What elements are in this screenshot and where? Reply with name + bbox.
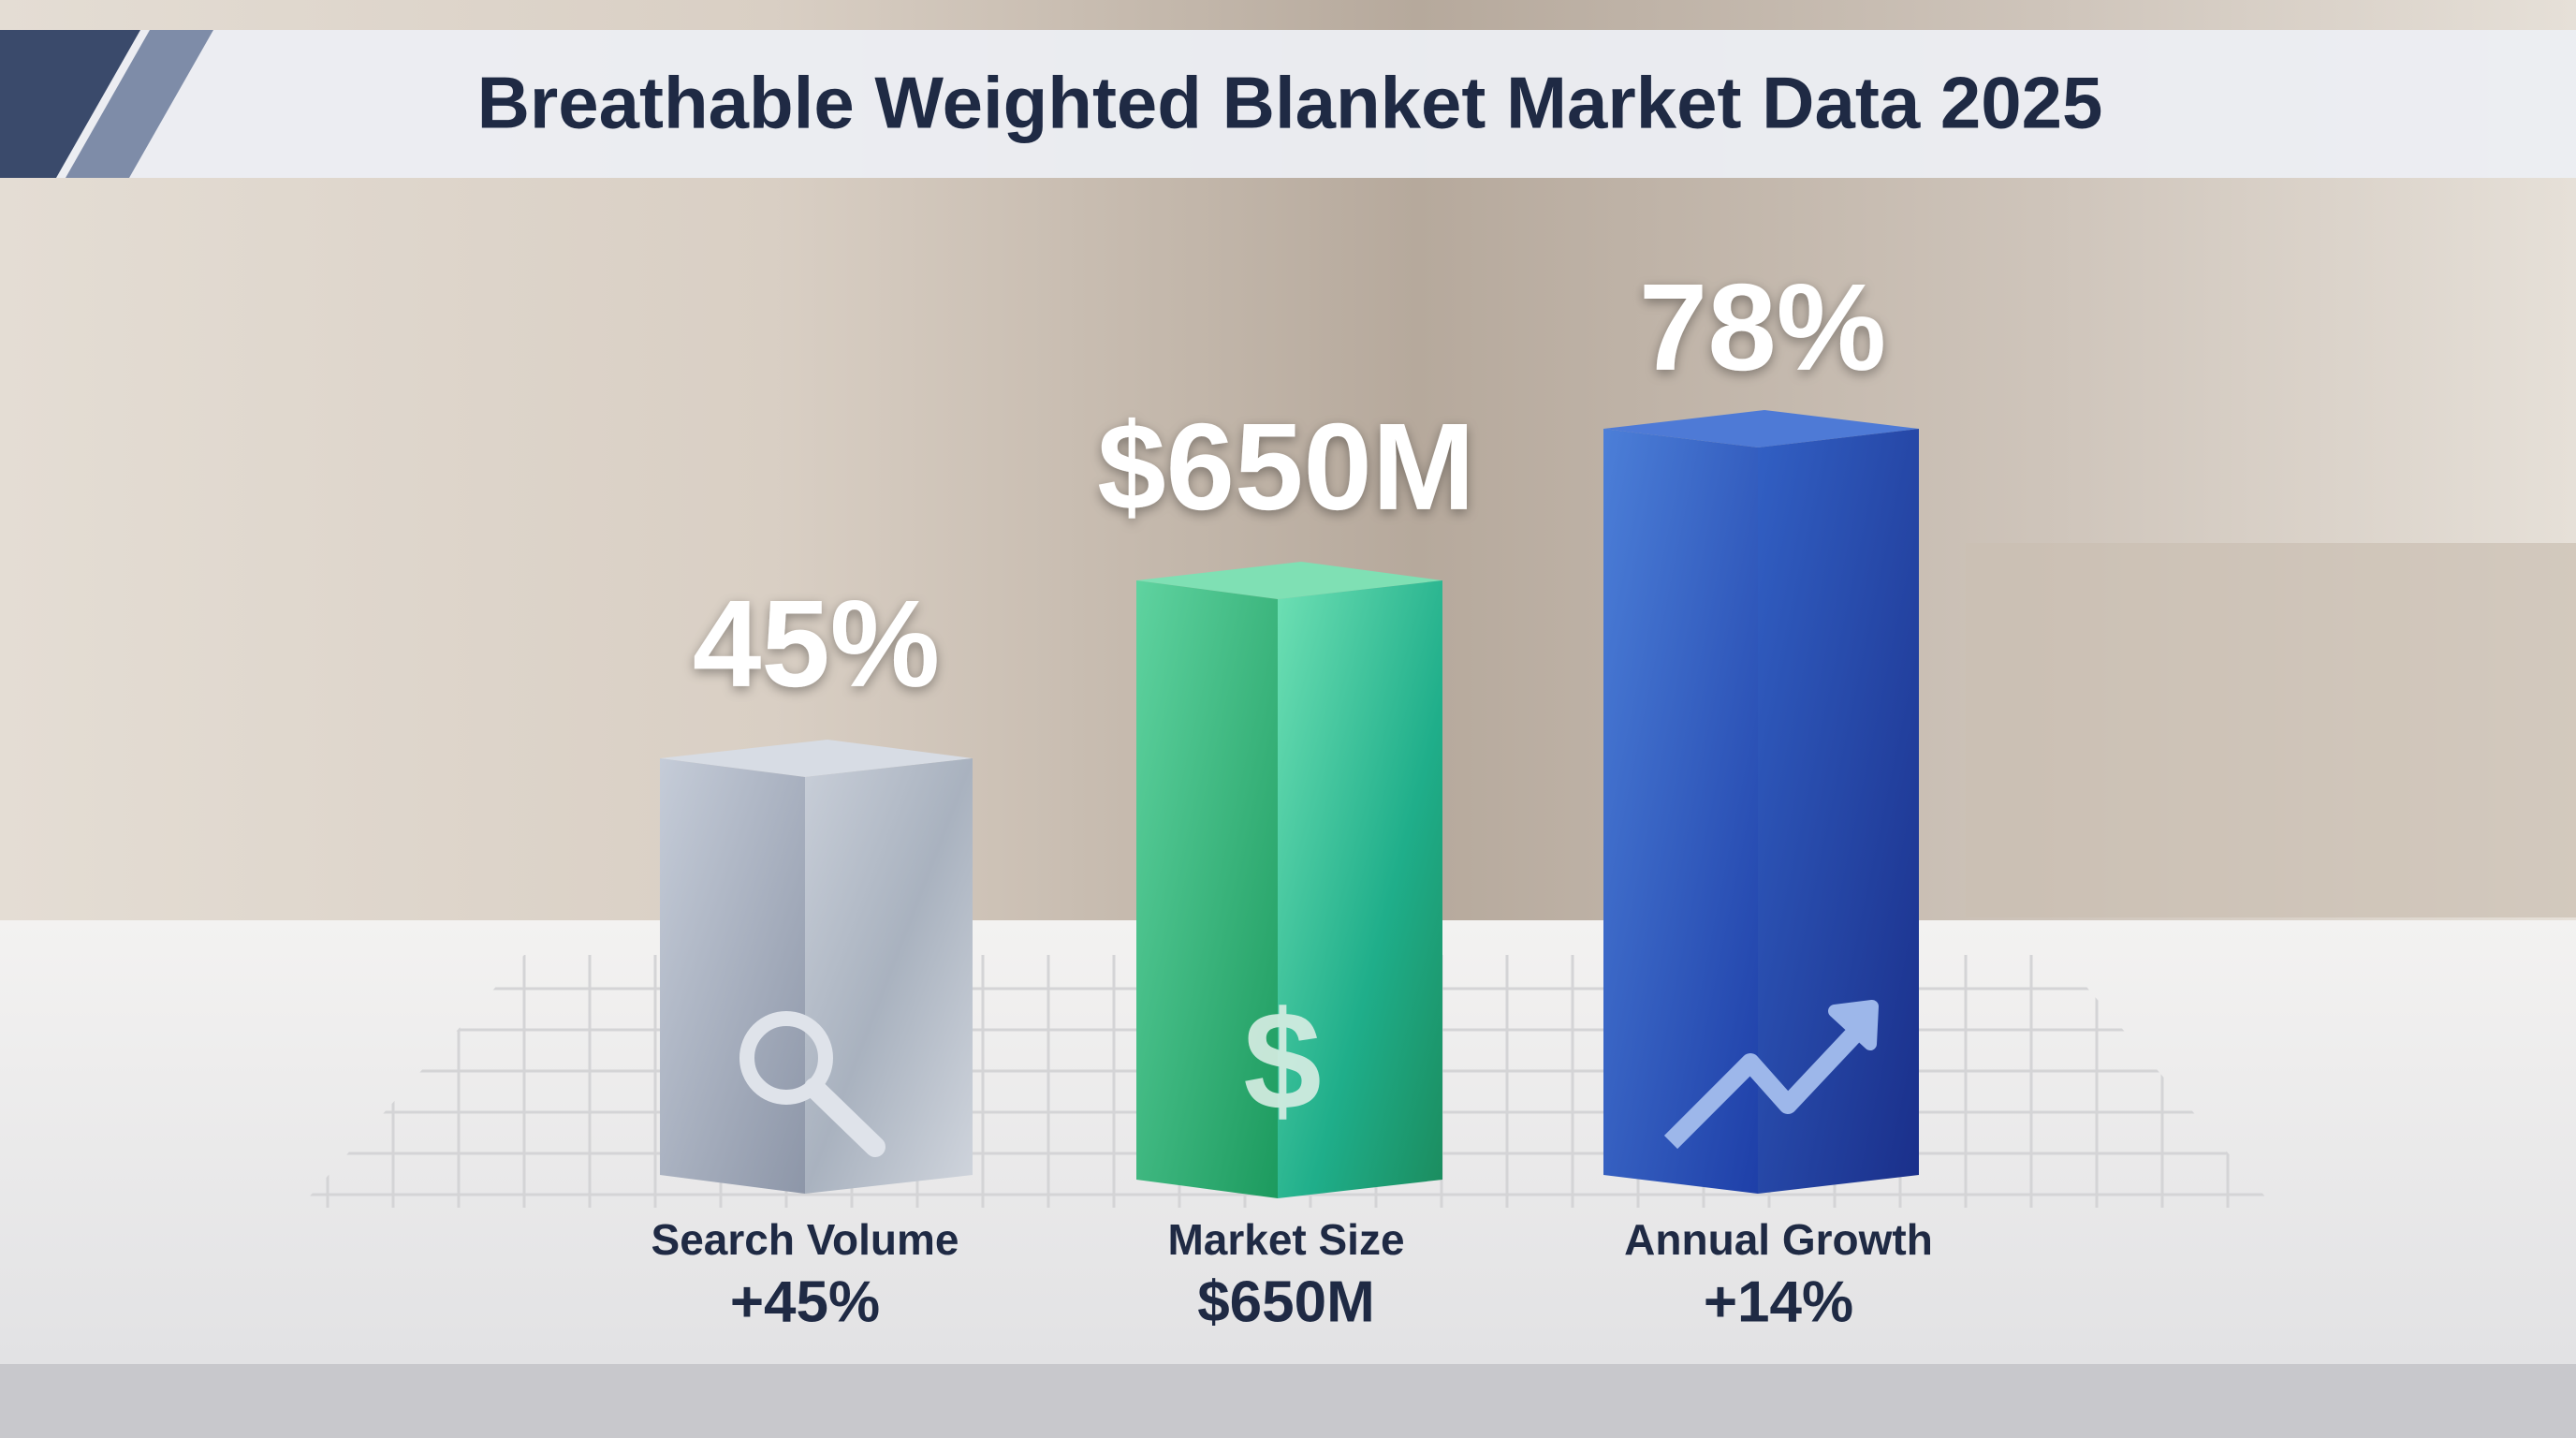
bar-top	[1603, 410, 1919, 448]
bar-market: $	[1136, 562, 1442, 1198]
bar-side	[1758, 429, 1919, 1194]
growth-icon	[1663, 1019, 1870, 1150]
bar-top	[1136, 562, 1442, 599]
bar-growth	[1603, 410, 1919, 1194]
category-detail: +14%	[1704, 1269, 1853, 1334]
bar-side	[805, 758, 973, 1194]
category-label: Search Volume	[651, 1215, 959, 1264]
title-accent	[66, 30, 213, 178]
dollar-icon: $	[1243, 982, 1321, 1139]
growth-icon	[1828, 1000, 1879, 1050]
title: Breathable Weighted Blanket Market Data …	[477, 62, 2103, 144]
bar-search	[660, 740, 973, 1194]
value-label: $650M	[1097, 398, 1475, 536]
search-icon	[739, 1011, 833, 1105]
bar-front	[1136, 580, 1278, 1198]
bar-front	[1603, 429, 1758, 1194]
category-detail: $650M	[1197, 1269, 1375, 1334]
bar-side	[1278, 580, 1442, 1198]
category-label: Annual Growth	[1624, 1215, 1933, 1264]
bed	[1966, 543, 2576, 917]
title-bar	[0, 30, 2576, 178]
value-label: 78%	[1639, 258, 1886, 396]
search-icon	[804, 1078, 886, 1157]
title-accent	[0, 30, 140, 178]
bar-top	[660, 740, 973, 777]
bar-front	[660, 758, 805, 1194]
category-label: Market Size	[1167, 1215, 1404, 1264]
category-detail: +45%	[730, 1269, 880, 1334]
table-edge	[0, 1364, 2576, 1438]
value-label: 45%	[693, 575, 940, 712]
